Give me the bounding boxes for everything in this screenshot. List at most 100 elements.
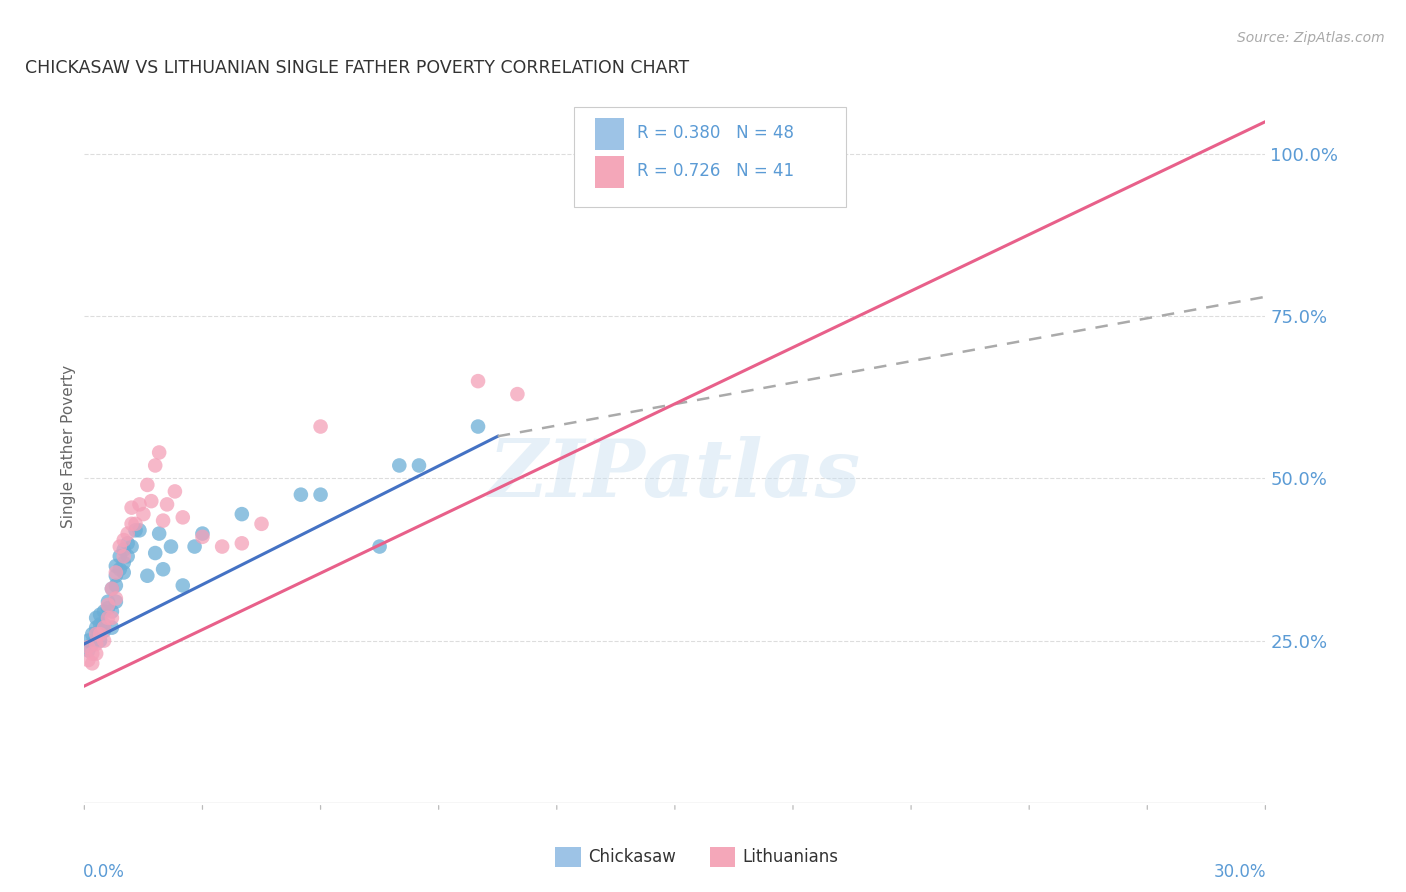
Point <box>112 566 135 580</box>
Point <box>104 578 127 592</box>
FancyBboxPatch shape <box>575 107 846 207</box>
Point <box>108 540 131 554</box>
Point <box>172 510 194 524</box>
Point <box>89 624 111 638</box>
Point <box>84 637 107 651</box>
Point <box>97 611 120 625</box>
Point <box>124 524 146 538</box>
Point <box>112 556 135 570</box>
Point <box>112 533 135 547</box>
Text: R = 0.726   N = 41: R = 0.726 N = 41 <box>637 162 794 180</box>
Text: Chickasaw: Chickasaw <box>588 848 676 866</box>
Point <box>141 494 163 508</box>
Point <box>84 611 107 625</box>
Point <box>77 653 100 667</box>
Point <box>112 549 135 564</box>
Point <box>467 374 489 388</box>
Text: R = 0.380   N = 48: R = 0.380 N = 48 <box>637 125 794 143</box>
Point <box>112 542 135 557</box>
Point <box>172 578 194 592</box>
Text: Source: ZipAtlas.com: Source: ZipAtlas.com <box>1237 31 1385 45</box>
Point <box>309 488 332 502</box>
Point <box>136 568 159 582</box>
Point <box>124 516 146 531</box>
Point <box>132 507 155 521</box>
Point <box>84 627 107 641</box>
Point <box>148 526 170 541</box>
Point <box>408 458 430 473</box>
Point <box>101 582 124 596</box>
Text: Lithuanians: Lithuanians <box>742 848 838 866</box>
Point <box>117 536 139 550</box>
Point <box>231 507 253 521</box>
Point <box>108 549 131 564</box>
Point <box>89 607 111 622</box>
Point <box>128 497 150 511</box>
Point <box>388 458 411 473</box>
Point <box>101 582 124 596</box>
Point <box>160 540 183 554</box>
Point <box>104 566 127 580</box>
FancyBboxPatch shape <box>595 118 624 150</box>
Point <box>117 549 139 564</box>
Point <box>82 647 104 661</box>
Point <box>93 624 115 638</box>
Point <box>93 617 115 632</box>
Point <box>211 540 233 554</box>
Point <box>108 562 131 576</box>
Point <box>585 140 607 154</box>
Point <box>143 458 166 473</box>
Point <box>101 611 124 625</box>
Point <box>104 595 127 609</box>
Text: ZIPatlas: ZIPatlas <box>489 436 860 513</box>
Point <box>104 568 127 582</box>
Point <box>82 657 104 671</box>
Point <box>77 640 100 654</box>
Point <box>93 621 115 635</box>
Point <box>183 540 205 554</box>
Point <box>152 514 174 528</box>
Point <box>101 604 124 618</box>
Point <box>93 604 115 618</box>
Point <box>101 621 124 635</box>
Point <box>506 387 529 401</box>
Point <box>121 540 143 554</box>
Text: 30.0%: 30.0% <box>1215 863 1267 881</box>
Point <box>77 633 100 648</box>
Point <box>148 445 170 459</box>
Point <box>191 526 214 541</box>
Point <box>77 643 100 657</box>
Point <box>97 598 120 612</box>
Point <box>250 516 273 531</box>
Y-axis label: Single Father Poverty: Single Father Poverty <box>60 365 76 527</box>
Point <box>309 419 332 434</box>
Point <box>89 633 111 648</box>
Point <box>117 526 139 541</box>
Point <box>93 633 115 648</box>
Point <box>84 621 107 635</box>
Point <box>89 617 111 632</box>
Point <box>121 500 143 515</box>
Point <box>84 627 107 641</box>
Point <box>163 484 186 499</box>
Point <box>82 637 104 651</box>
Point <box>104 591 127 606</box>
Point <box>97 601 120 615</box>
Point <box>89 627 111 641</box>
Point <box>128 524 150 538</box>
Point <box>467 419 489 434</box>
Point <box>368 540 391 554</box>
Point <box>104 559 127 574</box>
Point <box>290 488 312 502</box>
Text: CHICKASAW VS LITHUANIAN SINGLE FATHER POVERTY CORRELATION CHART: CHICKASAW VS LITHUANIAN SINGLE FATHER PO… <box>25 59 689 77</box>
Text: 0.0%: 0.0% <box>83 863 125 881</box>
Point <box>231 536 253 550</box>
Point <box>136 478 159 492</box>
Point <box>84 647 107 661</box>
Point <box>191 530 214 544</box>
Point <box>82 627 104 641</box>
Point <box>121 516 143 531</box>
Point <box>152 562 174 576</box>
FancyBboxPatch shape <box>595 155 624 187</box>
Point <box>143 546 166 560</box>
